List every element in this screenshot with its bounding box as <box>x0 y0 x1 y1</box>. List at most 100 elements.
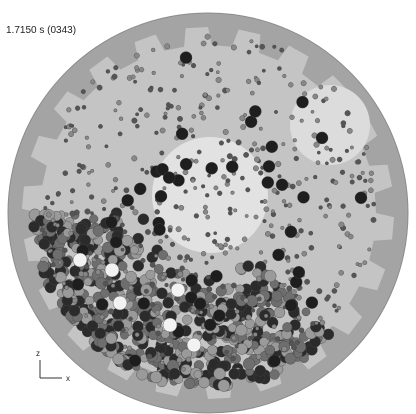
particle <box>327 205 332 209</box>
particle <box>88 303 94 309</box>
particle <box>259 199 264 204</box>
particle <box>368 187 374 194</box>
particle <box>88 194 95 200</box>
particle <box>217 243 224 249</box>
particle <box>202 209 209 215</box>
particle <box>203 204 208 210</box>
particle <box>139 67 145 73</box>
particle <box>145 229 151 235</box>
particle <box>155 330 161 337</box>
particle <box>331 288 338 294</box>
particle <box>284 225 298 239</box>
particle <box>145 269 156 280</box>
particle <box>173 204 179 210</box>
particle <box>117 131 123 137</box>
particle <box>262 160 276 173</box>
particle <box>158 239 163 244</box>
particle <box>122 229 128 235</box>
particle <box>246 78 252 84</box>
particle <box>334 308 339 313</box>
particle <box>256 296 262 302</box>
particle <box>226 138 231 143</box>
particle <box>45 211 52 218</box>
particle <box>159 352 165 358</box>
particle <box>253 214 259 220</box>
axis-triad: z x <box>36 349 70 383</box>
particle <box>77 162 82 168</box>
particle <box>354 191 368 205</box>
particle <box>84 208 91 215</box>
particle <box>86 144 91 150</box>
particle <box>55 223 60 228</box>
particle <box>169 343 174 348</box>
particle <box>284 352 297 365</box>
particle <box>125 270 137 283</box>
particle <box>245 187 251 193</box>
particle <box>78 270 85 277</box>
particle <box>289 114 295 120</box>
particle <box>151 47 156 53</box>
particle <box>230 355 236 362</box>
particle <box>188 257 193 262</box>
particle <box>275 336 281 342</box>
particle <box>96 84 103 91</box>
particle <box>224 236 231 243</box>
particle <box>52 273 57 278</box>
particle <box>283 203 288 208</box>
particle <box>184 254 190 260</box>
particle <box>233 208 238 213</box>
particle <box>169 241 176 247</box>
particle <box>70 188 76 194</box>
particle <box>68 305 81 317</box>
particle <box>286 285 293 292</box>
particle <box>317 315 323 321</box>
particle <box>236 343 248 355</box>
particle <box>162 186 167 191</box>
particle <box>277 174 282 179</box>
particle <box>162 297 174 309</box>
particle <box>139 310 151 322</box>
particle <box>258 126 263 131</box>
particle <box>368 170 374 176</box>
particle <box>308 230 314 236</box>
particle <box>108 308 114 315</box>
particle <box>56 233 68 245</box>
particle <box>242 260 254 272</box>
particle <box>241 236 248 242</box>
particle <box>191 134 196 139</box>
particle <box>205 232 211 238</box>
particle <box>167 228 173 233</box>
particle <box>76 168 82 174</box>
particle <box>258 170 264 176</box>
particle <box>156 287 168 299</box>
particle <box>319 319 326 326</box>
particle <box>207 173 211 178</box>
particle <box>344 148 349 153</box>
particle <box>323 96 329 102</box>
particle <box>216 61 221 66</box>
particle <box>338 221 345 228</box>
particle <box>325 294 331 300</box>
particle <box>138 107 144 113</box>
particle <box>118 116 124 121</box>
particle <box>135 123 140 129</box>
particle <box>256 80 262 86</box>
particle <box>179 51 193 64</box>
particle <box>120 222 125 228</box>
particle <box>225 160 239 174</box>
particle <box>128 354 142 367</box>
particle <box>177 254 183 261</box>
particle <box>162 171 176 184</box>
particle <box>199 310 204 315</box>
particle <box>87 170 91 175</box>
particle <box>296 315 302 321</box>
particle <box>123 268 128 274</box>
particle <box>28 220 40 233</box>
particle <box>112 320 125 332</box>
particle <box>242 357 256 370</box>
particle <box>45 195 51 200</box>
particle <box>175 269 179 274</box>
particle <box>291 289 297 295</box>
particle <box>227 206 233 212</box>
particle <box>210 270 223 283</box>
